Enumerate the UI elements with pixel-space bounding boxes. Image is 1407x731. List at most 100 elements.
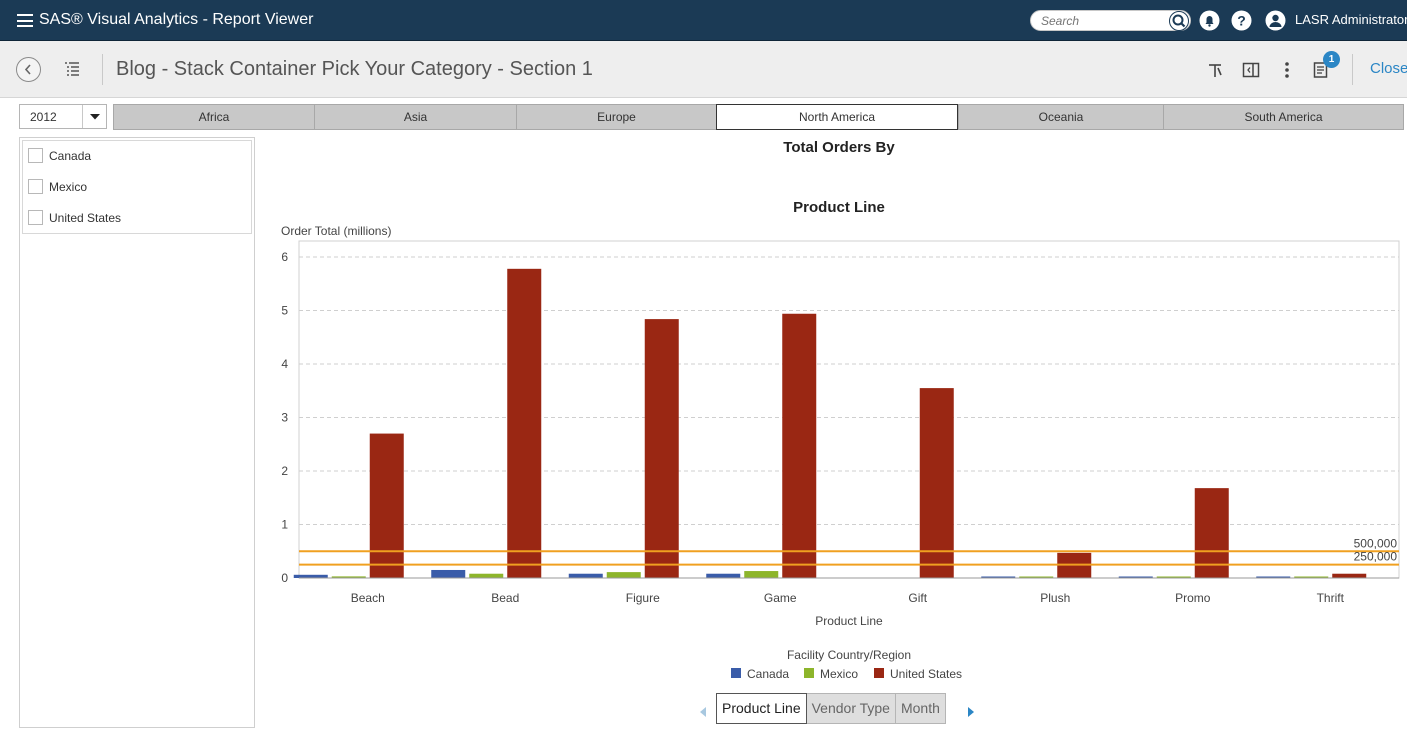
- search-input[interactable]: [1041, 13, 1166, 29]
- list-item-label: Canada: [49, 149, 92, 163]
- search-icon[interactable]: [1169, 11, 1189, 31]
- legend-swatch: [804, 668, 814, 678]
- filter-wand-icon[interactable]: [1204, 59, 1226, 81]
- bar-canada: [293, 574, 328, 578]
- bar-mexico: [331, 576, 366, 578]
- bar-mexico: [469, 573, 504, 578]
- chevron-right-icon[interactable]: [966, 705, 976, 717]
- x-tick-label: Thrift: [1317, 591, 1345, 605]
- bar-canada: [431, 569, 466, 578]
- table-of-contents-icon[interactable]: [62, 60, 82, 78]
- chart-title: Total Orders By: [783, 139, 895, 156]
- bar-canada: [568, 573, 603, 578]
- year-dropdown[interactable]: 2012: [19, 104, 107, 129]
- chevron-left-icon: [24, 64, 31, 75]
- bar-mexico: [606, 572, 641, 578]
- bar-canada: [981, 576, 1016, 578]
- nav-tab-vendor-type[interactable]: Vendor Type: [806, 693, 896, 724]
- bar-chart: Total Orders By Product Line Order Total (…: [262, 134, 1407, 696]
- search-box[interactable]: [1030, 10, 1191, 31]
- bar-united-states: [644, 319, 679, 578]
- bar-mexico: [1294, 576, 1329, 578]
- list-item-label: United States: [49, 211, 122, 225]
- checkbox[interactable]: [28, 148, 43, 163]
- report-toolbar: Blog - Stack Container Pick Your Categor…: [0, 41, 1407, 98]
- y-tick-label: 0: [281, 571, 288, 585]
- bar-canada: [1118, 576, 1153, 578]
- bar-united-states: [919, 388, 954, 578]
- x-tick-label: Game: [764, 591, 797, 605]
- region-tab-asia[interactable]: Asia: [314, 104, 516, 130]
- y-tick-label: 4: [281, 357, 288, 371]
- bar-mexico: [1019, 576, 1054, 578]
- region-tab-south-america[interactable]: South America: [1163, 104, 1404, 130]
- legend-swatch: [874, 668, 884, 678]
- reference-line-label: 250,000: [1354, 550, 1398, 564]
- chevron-left-icon[interactable]: [698, 705, 708, 717]
- x-tick-label: Bead: [491, 591, 519, 605]
- legend-label: Mexico: [820, 667, 858, 681]
- legend-label: Canada: [747, 667, 789, 681]
- bar-united-states: [782, 313, 817, 578]
- chart-subtitle: Product Line: [793, 199, 885, 216]
- bar-united-states: [1194, 488, 1229, 578]
- more-options-icon[interactable]: [1276, 59, 1298, 81]
- region-tab-north-america[interactable]: North America: [716, 104, 958, 130]
- notifications-icon[interactable]: [1199, 10, 1220, 31]
- y-tick-label: 5: [281, 304, 288, 318]
- report-list-icon[interactable]: [1310, 59, 1332, 81]
- menu-icon[interactable]: [17, 14, 33, 27]
- user-name[interactable]: LASR Administrator: [1295, 12, 1407, 27]
- chart-category-switcher: Product Line Vendor Type Month: [716, 693, 946, 724]
- svg-text:?: ?: [1237, 13, 1246, 29]
- year-value: 2012: [30, 110, 57, 124]
- chevron-down-icon[interactable]: [82, 105, 106, 128]
- plot-frame: [298, 240, 1400, 579]
- app-header: SAS® Visual Analytics - Report Viewer ? …: [0, 0, 1407, 41]
- bar-united-states: [1332, 573, 1367, 578]
- checkbox[interactable]: [28, 179, 43, 194]
- list-item-label: Mexico: [49, 180, 88, 194]
- x-axis-title: Product Line: [815, 614, 883, 628]
- bar-canada: [706, 573, 741, 578]
- report-title: Blog - Stack Container Pick Your Categor…: [116, 58, 593, 80]
- legend-swatch: [731, 668, 741, 678]
- country-checkbox-list: Canada Mexico United States: [22, 140, 252, 234]
- region-button-bar: Africa Asia Europe North America Oceania…: [113, 104, 1404, 130]
- y-tick-label: 1: [281, 518, 288, 532]
- app-title: SAS® Visual Analytics - Report Viewer: [39, 11, 314, 28]
- reference-line-label: 500,000: [1354, 536, 1398, 550]
- bar-mexico: [1156, 576, 1191, 578]
- bar-canada: [1256, 576, 1291, 578]
- back-button[interactable]: [16, 57, 41, 82]
- legend-label: United States: [890, 667, 962, 681]
- checkbox[interactable]: [28, 210, 43, 225]
- bar-mexico: [744, 571, 779, 578]
- nav-tab-month[interactable]: Month: [895, 693, 946, 724]
- panel-toggle-icon[interactable]: [1240, 59, 1262, 81]
- y-tick-label: 6: [281, 250, 288, 264]
- chart-canvas: Total Orders By Product Line Order Total (…: [281, 139, 1400, 681]
- region-tab-africa[interactable]: Africa: [113, 104, 314, 130]
- x-tick-label: Gift: [908, 591, 927, 605]
- country-list-panel: Canada Mexico United States: [19, 137, 255, 728]
- nav-tab-product-line[interactable]: Product Line: [716, 693, 807, 724]
- bar-united-states: [507, 268, 542, 578]
- close-button[interactable]: Close: [1370, 60, 1407, 77]
- x-tick-label: Promo: [1175, 591, 1211, 605]
- x-tick-label: Plush: [1040, 591, 1070, 605]
- user-avatar-icon[interactable]: [1265, 10, 1286, 31]
- x-tick-label: Figure: [626, 591, 660, 605]
- region-tab-oceania[interactable]: Oceania: [958, 104, 1163, 130]
- region-tab-europe[interactable]: Europe: [516, 104, 716, 130]
- notification-badge: 1: [1323, 51, 1340, 68]
- bar-united-states: [369, 433, 404, 578]
- y-axis-title: Order Total (millions): [281, 224, 391, 238]
- y-tick-label: 3: [281, 411, 288, 425]
- help-icon[interactable]: ?: [1231, 10, 1252, 31]
- legend-title: Facility Country/Region: [787, 648, 911, 662]
- y-tick-label: 2: [281, 464, 288, 478]
- divider: [102, 54, 103, 85]
- x-tick-label: Beach: [351, 591, 385, 605]
- divider: [1352, 54, 1353, 85]
